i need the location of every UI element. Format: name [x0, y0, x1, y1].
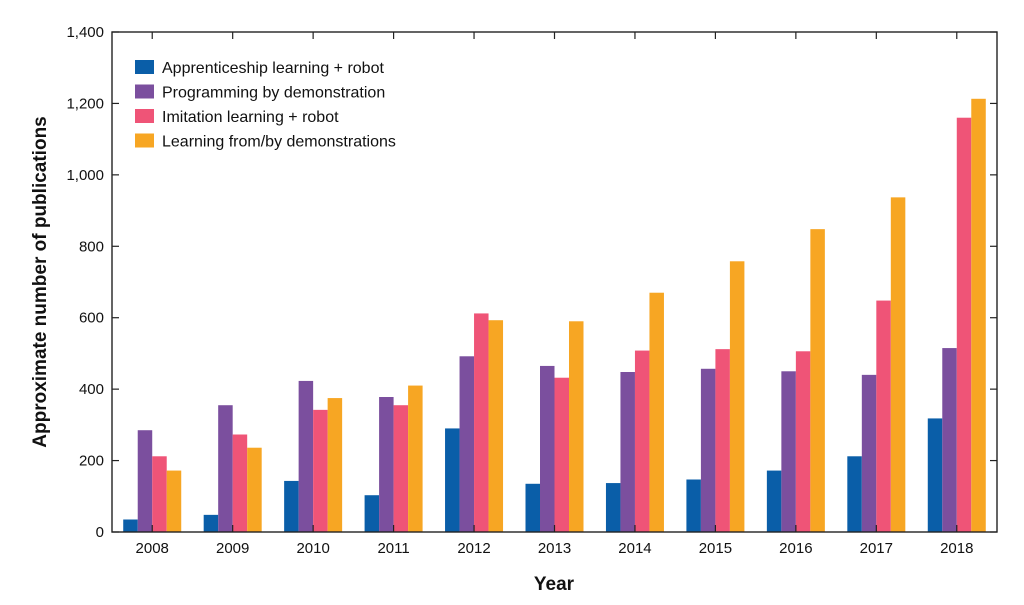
bar-imitation-learning-robot-2012 — [474, 313, 489, 532]
x-tick-label: 2018 — [940, 540, 973, 557]
bar-apprenticeship-learning-robot-2011 — [364, 495, 380, 532]
y-tick-label: 1,000 — [66, 167, 104, 184]
bar-programming-by-demonstration-2010 — [298, 380, 314, 532]
x-tick-label: 2017 — [860, 540, 893, 557]
bar-learning-from-by-demonstrations-2010 — [327, 398, 343, 532]
y-tick-label: 800 — [79, 238, 104, 255]
bar-imitation-learning-robot-2014 — [634, 350, 650, 532]
x-tick-label: 2015 — [699, 540, 732, 557]
bar-apprenticeship-learning-robot-2010 — [284, 480, 299, 532]
legend-label: Apprenticeship learning + robot — [162, 60, 384, 77]
bars-layer — [123, 98, 986, 533]
bar-imitation-learning-robot-2013 — [554, 377, 569, 532]
bar-apprenticeship-learning-robot-2008 — [123, 519, 138, 532]
y-tick-label: 1,200 — [66, 95, 104, 112]
x-tick-label: 2009 — [216, 540, 249, 557]
x-ticks: 2008 2009 2010 2011 2012 2013 2014 2015 2016 2017… — [136, 32, 973, 557]
x-axis-label: Year — [534, 574, 575, 595]
bar-learning-from-by-demonstrations-2012 — [488, 320, 504, 532]
bar-learning-from-by-demonstrations-2017 — [890, 197, 906, 532]
y-axis-label: Approximate number of publications — [30, 116, 51, 447]
bar-learning-from-by-demonstrations-2014 — [649, 292, 664, 532]
bar-imitation-learning-robot-2017 — [876, 300, 891, 532]
bar-programming-by-demonstration-2014 — [620, 372, 635, 532]
bar-programming-by-demonstration-2009 — [218, 405, 233, 532]
bar-apprenticeship-learning-robot-2015 — [686, 479, 701, 532]
y-tick-label: 0 — [96, 524, 104, 541]
x-tick-label: 2016 — [779, 540, 812, 557]
bar-imitation-learning-robot-2011 — [393, 405, 409, 532]
bar-programming-by-demonstration-2011 — [379, 397, 394, 532]
bar-apprenticeship-learning-robot-2018 — [927, 418, 943, 532]
bar-programming-by-demonstration-2018 — [942, 348, 957, 532]
bar-learning-from-by-demonstrations-2016 — [810, 229, 825, 532]
y-tick-label: 200 — [79, 453, 104, 470]
bar-apprenticeship-learning-robot-2017 — [847, 456, 862, 532]
legend-label: Learning from/by demonstrations — [162, 134, 396, 151]
x-tick-label: 2010 — [296, 540, 329, 557]
bar-imitation-learning-robot-2018 — [956, 117, 972, 532]
bar-programming-by-demonstration-2008 — [137, 430, 153, 532]
bar-learning-from-by-demonstrations-2013 — [569, 321, 584, 532]
bar-programming-by-demonstration-2016 — [781, 371, 796, 532]
bar-apprenticeship-learning-robot-2013 — [525, 483, 540, 532]
bar-apprenticeship-learning-robot-2016 — [766, 470, 782, 532]
y-tick-label: 600 — [79, 310, 104, 327]
bar-apprenticeship-learning-robot-2012 — [445, 428, 460, 532]
legend-swatch — [135, 84, 154, 99]
legend-label: Programming by demonstration — [162, 85, 385, 102]
legend-swatch — [135, 133, 154, 148]
bar-learning-from-by-demonstrations-2008 — [166, 470, 182, 532]
bar-imitation-learning-robot-2015 — [715, 349, 730, 532]
bar-programming-by-demonstration-2013 — [540, 365, 555, 532]
bar-learning-from-by-demonstrations-2009 — [247, 447, 262, 532]
bar-learning-from-by-demonstrations-2015 — [729, 261, 745, 532]
x-tick-label: 2012 — [457, 540, 490, 557]
legend-label: Imitation learning + robot — [162, 109, 339, 126]
legend-swatch — [135, 109, 154, 123]
x-tick-label: 2011 — [377, 540, 409, 557]
bar-imitation-learning-robot-2010 — [313, 409, 328, 532]
x-tick-label: 2013 — [538, 540, 571, 557]
bar-apprenticeship-learning-robot-2014 — [605, 483, 621, 532]
bar-programming-by-demonstration-2015 — [700, 368, 716, 532]
y-tick-label: 400 — [79, 381, 104, 398]
bar-learning-from-by-demonstrations-2011 — [408, 385, 423, 532]
bar-imitation-learning-robot-2008 — [152, 456, 167, 532]
bar-imitation-learning-robot-2009 — [232, 434, 248, 532]
bar-apprenticeship-learning-robot-2009 — [203, 514, 219, 532]
y-ticks: 0 200 400 600 800 1,000 1,200 1,400 — [66, 24, 997, 541]
x-tick-label: 2014 — [618, 540, 651, 557]
x-tick-label: 2008 — [136, 540, 169, 557]
legend-swatch — [135, 60, 154, 74]
bar-learning-from-by-demonstrations-2018 — [971, 98, 986, 533]
bar-programming-by-demonstration-2012 — [459, 356, 475, 532]
y-tick-label: 1,400 — [66, 24, 104, 41]
bar-programming-by-demonstration-2017 — [861, 374, 877, 532]
legend: Apprenticeship learning + robot Programmi… — [135, 60, 396, 151]
bar-imitation-learning-robot-2016 — [795, 351, 811, 532]
